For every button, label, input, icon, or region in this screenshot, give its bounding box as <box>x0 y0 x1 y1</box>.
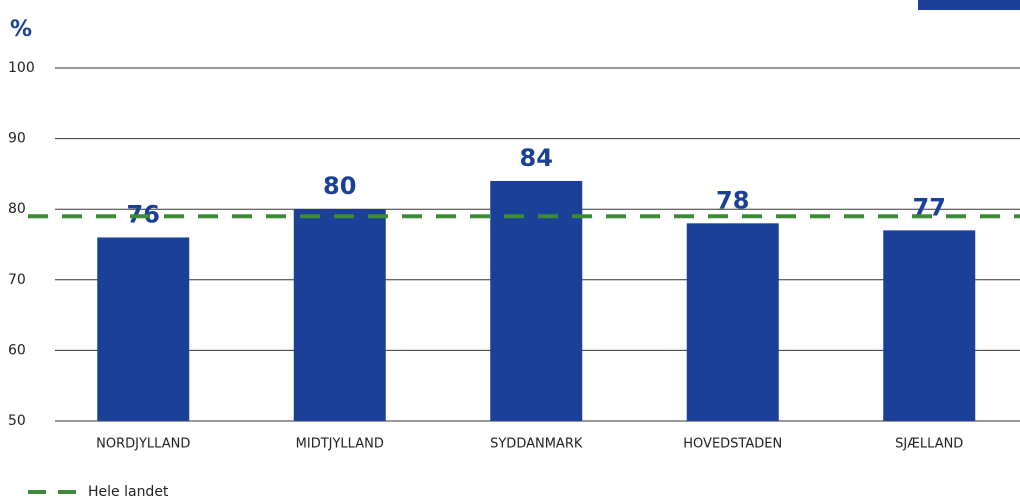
bar <box>686 223 779 421</box>
value-label: 84 <box>520 144 553 172</box>
value-label: 80 <box>323 172 356 200</box>
y-tick-label: 70 <box>8 272 26 288</box>
bar <box>293 209 386 421</box>
x-tick-label: NORDJYLLAND <box>96 437 190 452</box>
x-tick-label: MIDTJYLLAND <box>296 437 384 452</box>
y-tick-label: 100 <box>8 60 35 76</box>
x-tick-label: SYDDANMARK <box>490 437 583 452</box>
y-tick-label: 80 <box>8 201 26 217</box>
y-tick-label: 60 <box>8 342 26 358</box>
x-tick-label: SJÆLLAND <box>895 437 963 452</box>
x-tick-label: HOVEDSTADEN <box>683 437 782 452</box>
bar <box>490 180 583 421</box>
corner-decoration <box>918 0 1020 10</box>
y-tick-label: 50 <box>8 413 26 429</box>
value-label: 78 <box>716 186 749 214</box>
bar <box>97 237 190 421</box>
y-tick-label: 90 <box>8 131 26 147</box>
bar <box>883 230 976 421</box>
y-unit: % <box>10 17 32 42</box>
legend-label: Hele landet <box>88 484 169 500</box>
